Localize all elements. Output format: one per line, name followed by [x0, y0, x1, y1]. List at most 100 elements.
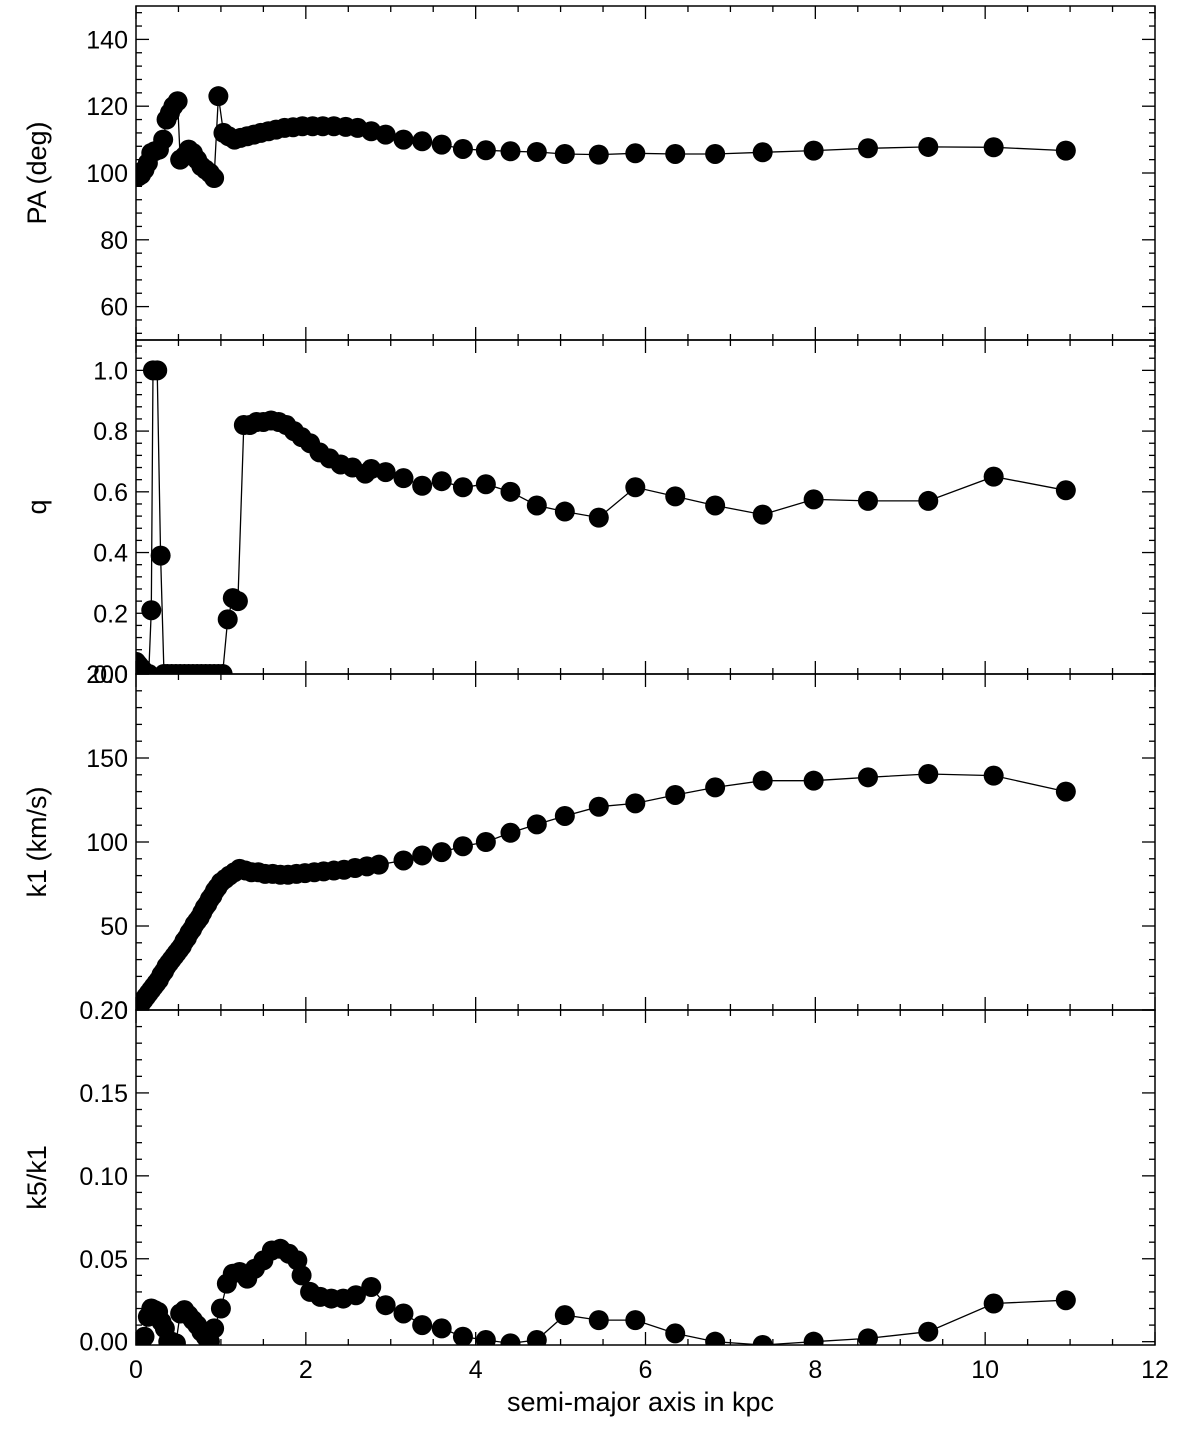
y-tick-label: 80 [100, 227, 128, 255]
data-point [167, 91, 188, 112]
data-point [526, 141, 547, 162]
data-point [452, 138, 473, 159]
data-point [452, 1326, 473, 1345]
y-tick-label: 0.0 [93, 661, 128, 689]
data-point [918, 136, 939, 157]
data-point [212, 664, 233, 674]
data-point [625, 477, 646, 498]
y-tick-label: 120 [86, 93, 128, 121]
data-point [752, 142, 773, 163]
data-point [665, 1323, 686, 1344]
data-point [136, 1326, 155, 1345]
x-tick-label: 12 [1141, 1356, 1169, 1384]
data-point [705, 143, 726, 164]
data-point [857, 1328, 878, 1345]
data-point [526, 1330, 547, 1345]
data-point [526, 814, 547, 835]
data-point [375, 462, 396, 483]
data-point [500, 141, 521, 162]
y-axis-label: k1 (km/s) [22, 787, 52, 898]
data-point [625, 793, 646, 814]
y-tick-label: 0 [114, 997, 128, 1025]
data-point [452, 477, 473, 498]
data-point [147, 360, 168, 381]
data-point [857, 138, 878, 159]
data-point [412, 131, 433, 152]
panel-frame [135, 673, 1156, 1011]
data-point [1055, 480, 1076, 501]
data-point [705, 1331, 726, 1345]
panel-data [136, 763, 1076, 1010]
data-point [500, 1333, 521, 1345]
data-point [705, 777, 726, 798]
x-tick-label: 2 [299, 1356, 313, 1384]
x-tick-label: 10 [971, 1356, 999, 1384]
y-tick-label: 200 [86, 661, 128, 689]
x-tick-label: 6 [639, 1356, 653, 1384]
data-point [983, 765, 1004, 786]
panel-data [136, 360, 1076, 674]
data-point [138, 664, 159, 674]
data-point [857, 490, 878, 511]
x-tick-label: 0 [129, 1356, 143, 1384]
data-point [431, 842, 452, 863]
panel-frame [135, 1009, 1156, 1346]
data-point [983, 1293, 1004, 1314]
data-point [431, 134, 452, 155]
data-point [625, 143, 646, 164]
data-point [803, 489, 824, 510]
data-point [752, 1335, 773, 1345]
data-point [227, 591, 248, 612]
data-point [412, 475, 433, 496]
panel-data [136, 1238, 1076, 1345]
data-point [803, 1331, 824, 1345]
data-point [665, 784, 686, 805]
data-point [918, 763, 939, 784]
data-point [1055, 1290, 1076, 1311]
data-point [918, 1321, 939, 1342]
y-tick-label: 0.05 [79, 1246, 128, 1274]
data-point [554, 501, 575, 522]
data-point [393, 129, 414, 150]
y-tick-label: 140 [86, 26, 128, 54]
panel-k1: 0 50 100 150 200 k1 (km/s) [22, 661, 1156, 1025]
data-point [452, 836, 473, 857]
data-point [393, 1303, 414, 1324]
data-point [918, 490, 939, 511]
y-tick-label: 0.20 [79, 997, 128, 1025]
data-point [475, 474, 496, 495]
data-point [431, 1318, 452, 1339]
data-point [857, 767, 878, 788]
panel-frame [135, 339, 1156, 675]
data-point [554, 805, 575, 826]
data-point [625, 1310, 646, 1331]
data-point [153, 129, 174, 150]
data-point [431, 471, 452, 492]
data-point [361, 1276, 382, 1297]
data-point [705, 495, 726, 516]
data-point [665, 143, 686, 164]
y-tick-label: 0.8 [93, 418, 128, 446]
data-point [165, 1333, 186, 1345]
y-tick-label: 0.15 [79, 1080, 128, 1108]
x-tick-label: 4 [469, 1356, 483, 1384]
panel-data [136, 86, 1076, 189]
panel-frame [135, 5, 1156, 341]
data-point [983, 466, 1004, 487]
data-point [1055, 140, 1076, 161]
data-point [803, 140, 824, 161]
y-tick-label: 0.4 [93, 540, 128, 568]
y-tick-label: 0.2 [93, 600, 128, 628]
data-point [554, 143, 575, 164]
x-axis-label: semi-major axis in kpc [507, 1387, 774, 1417]
panel-q: 0.0 0.2 0.4 0.6 0.8 1.0 q [22, 339, 1156, 689]
data-point [588, 796, 609, 817]
data-point [208, 86, 229, 107]
data-point [393, 850, 414, 871]
x-tick-label: 8 [808, 1356, 822, 1384]
data-point [475, 140, 496, 161]
y-tick-label: 1.0 [93, 357, 128, 385]
data-point [983, 137, 1004, 158]
